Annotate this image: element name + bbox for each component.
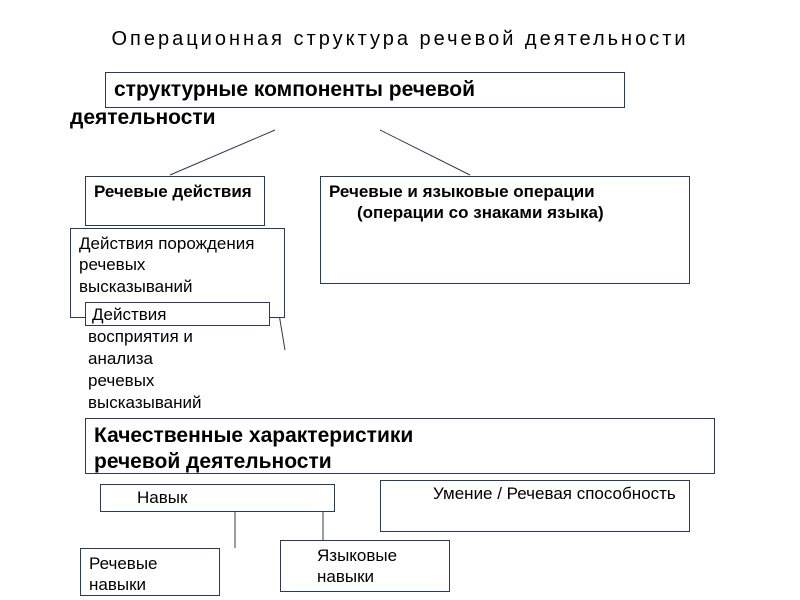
box-actions-perception-head: Действия: [85, 302, 270, 326]
box-skill: Навык: [100, 484, 335, 512]
ability-text: Умение / Речевая способность: [389, 483, 681, 504]
box-actions-gen-l2: высказываний: [79, 277, 193, 296]
diagram-canvas: Операционная структура речевой деятельно…: [0, 0, 800, 600]
perc-l2: восприятия и: [88, 327, 193, 346]
skill-text: Навык: [109, 487, 326, 508]
box-structural-components: структурные компоненты речевой: [105, 72, 625, 108]
box-ability: Умение / Речевая способность: [380, 480, 690, 532]
language-skills-text: Языковые навыки: [289, 545, 441, 588]
qualitative-l1: Качественные характеристики: [94, 424, 413, 447]
speech-skills-text: Речевые навыки: [89, 554, 158, 594]
perc-l5: высказываний: [88, 393, 202, 412]
perc-l3: анализа: [88, 349, 153, 368]
box-actions-gen-l1: Действия порождения речевых: [79, 234, 254, 274]
box-language-skills: Языковые навыки: [280, 540, 450, 592]
actions-perception-tail: восприятия и анализа речевых высказывани…: [88, 326, 308, 414]
box-qualitative: Качественные характеристики речевой деят…: [85, 418, 715, 474]
box-speech-skills: Речевые навыки: [80, 548, 220, 596]
diagram-title: Операционная структура речевой деятельно…: [0, 28, 800, 51]
box-operations-l1: Речевые и языковые операции: [329, 182, 595, 201]
box-structural-text: структурные компоненты речевой: [114, 78, 475, 101]
qualitative-l2: речевой деятельности: [94, 450, 332, 473]
box-structural-tail: деятельности: [70, 104, 216, 131]
box-speech-actions-text: Речевые действия: [94, 182, 252, 201]
box-operations: Речевые и языковые операции (операции со…: [320, 176, 690, 284]
box-operations-l2: (операции со знаками языка): [329, 202, 681, 223]
perc-l4: речевых: [88, 371, 154, 390]
actions-perception-head-text: Действия: [92, 305, 166, 324]
box-speech-actions: Речевые действия: [85, 176, 265, 226]
